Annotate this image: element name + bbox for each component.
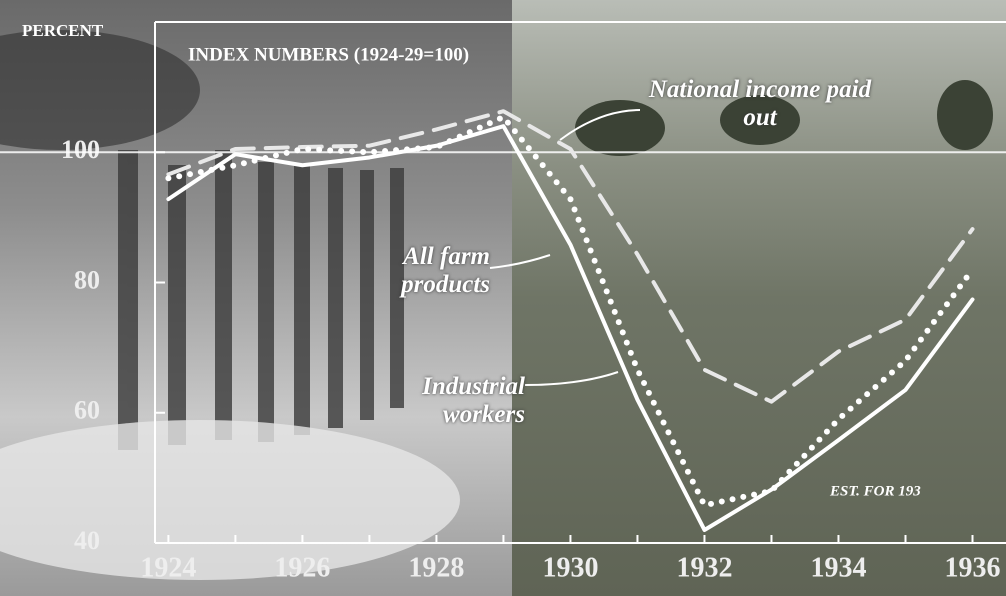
x-tick-label: 1924 — [140, 552, 196, 583]
y-axis-label: PERCENT — [22, 21, 104, 40]
x-tick-label: 1930 — [542, 552, 598, 583]
x-tick-label: 1928 — [408, 552, 464, 583]
series-label: All farm products — [355, 243, 490, 299]
series-label: National income paid out — [640, 76, 880, 132]
x-tick-label: 1926 — [274, 552, 330, 583]
chart: PERCENT INDEX NUMBERS (1924-29=100) EST.… — [0, 0, 1006, 596]
x-tick-label: 1936 — [944, 552, 1000, 583]
x-tick-label: 1934 — [810, 552, 866, 583]
estimate-note: EST. FOR 193 — [829, 483, 921, 499]
x-tick-label: 1932 — [676, 552, 732, 583]
chart-title: INDEX NUMBERS (1924-29=100) — [188, 44, 469, 65]
y-tick-label: 40 — [74, 526, 100, 555]
y-tick-label: 60 — [74, 396, 100, 425]
y-tick-label: 80 — [74, 265, 100, 294]
series-label: Industrial workers — [385, 373, 525, 429]
y-tick-label: 100 — [61, 135, 100, 164]
